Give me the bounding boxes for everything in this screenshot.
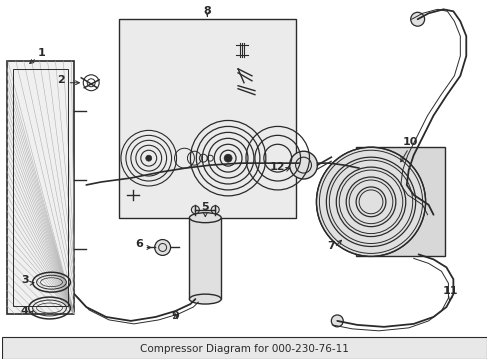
Circle shape	[211, 206, 219, 214]
Text: 9: 9	[171, 311, 179, 321]
Text: 10: 10	[402, 137, 418, 147]
Circle shape	[191, 206, 199, 214]
Bar	[189, 218, 221, 299]
Bar	[13, 69, 68, 306]
Text: 2: 2	[58, 75, 65, 85]
Bar	[7, 61, 74, 314]
Text: 11: 11	[442, 286, 457, 296]
Text: 8: 8	[203, 6, 211, 16]
Circle shape	[331, 315, 343, 327]
Text: 7: 7	[327, 242, 334, 251]
Circle shape	[289, 151, 317, 179]
Circle shape	[316, 147, 425, 256]
Circle shape	[224, 154, 232, 162]
Text: 12: 12	[269, 162, 285, 172]
Ellipse shape	[189, 294, 221, 304]
Circle shape	[295, 157, 311, 173]
Ellipse shape	[189, 213, 221, 223]
Text: 5: 5	[201, 202, 209, 212]
Circle shape	[154, 239, 170, 255]
Circle shape	[400, 184, 412, 196]
Bar	[355, 147, 445, 256]
Text: 4: 4	[20, 306, 29, 316]
Bar	[119, 19, 295, 218]
Circle shape	[410, 12, 424, 26]
Text: Compressor Diagram for 000-230-76-11: Compressor Diagram for 000-230-76-11	[139, 344, 348, 354]
Text: 6: 6	[135, 239, 142, 249]
Circle shape	[158, 243, 166, 251]
Text: 3: 3	[21, 275, 28, 285]
Bar	[2, 337, 486, 359]
Circle shape	[145, 155, 151, 161]
Text: 1: 1	[38, 48, 45, 58]
